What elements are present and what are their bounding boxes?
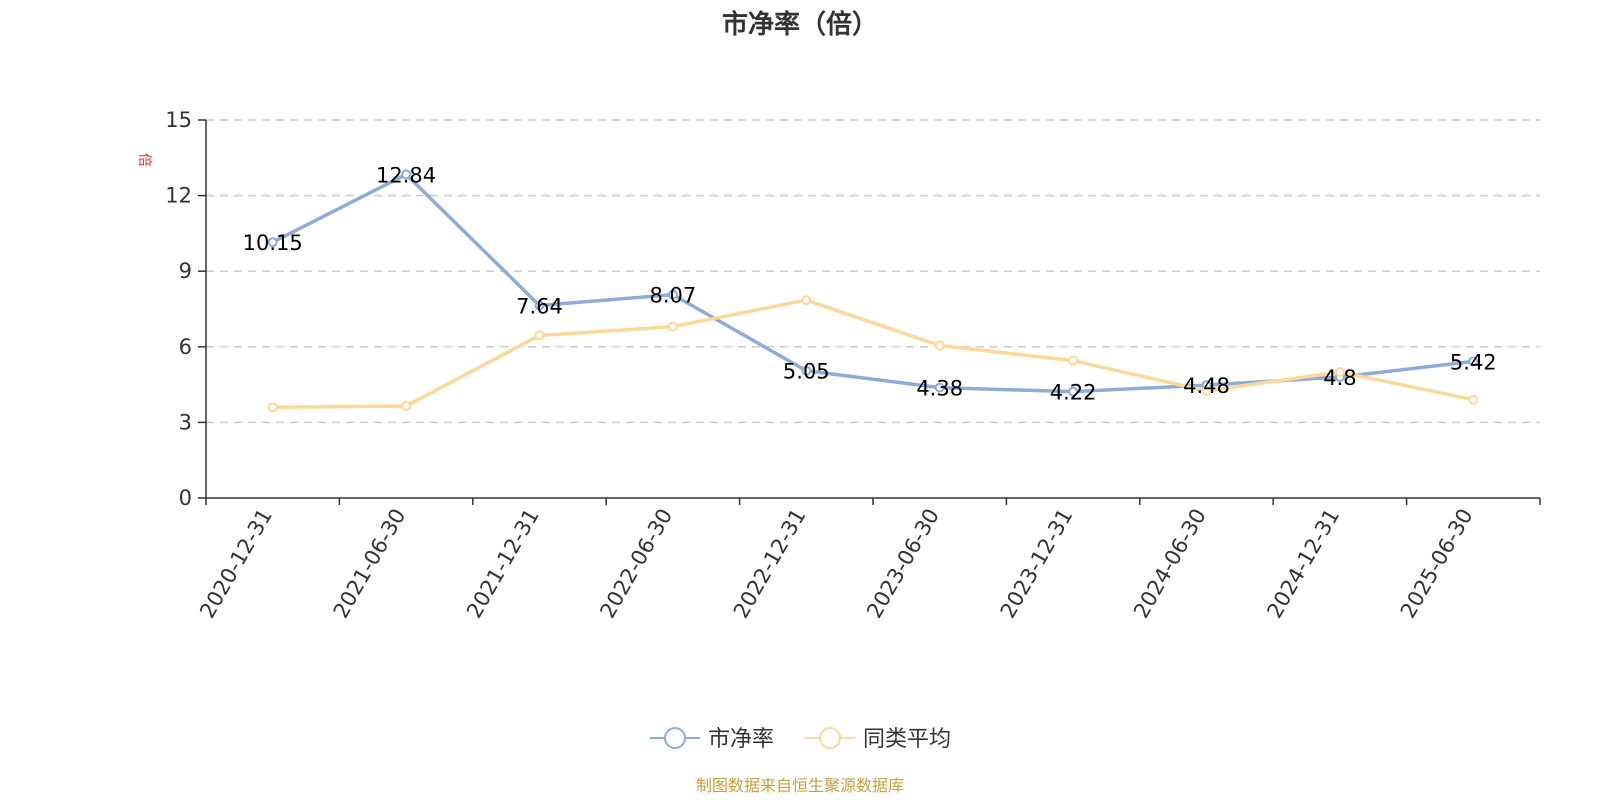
- data-point[interactable]: [401, 169, 412, 180]
- data-label: 5.05: [783, 360, 830, 384]
- y-tick-label: 15: [165, 108, 192, 132]
- data-point[interactable]: [1468, 356, 1479, 367]
- x-tick-label: 2025-06-30: [1396, 505, 1478, 623]
- data-point[interactable]: [801, 295, 812, 306]
- data-label: 8.07: [650, 284, 697, 308]
- x-tick-label: 2021-12-31: [462, 505, 544, 623]
- legend[interactable]: 市净率 同类平均: [650, 727, 951, 752]
- data-point[interactable]: [534, 300, 545, 311]
- x-tick-label: 2022-12-31: [729, 505, 811, 623]
- data-point[interactable]: [1068, 355, 1079, 366]
- data-point[interactable]: [401, 401, 412, 412]
- data-point[interactable]: [934, 382, 945, 393]
- data-point[interactable]: [1201, 385, 1212, 396]
- grid-lines: [206, 119, 1540, 424]
- x-tick-label: 2021-06-30: [329, 504, 411, 622]
- legend-item-1[interactable]: 同类平均: [805, 727, 951, 752]
- y-tick-label: 9: [179, 259, 192, 283]
- legend-label: 市净率: [708, 727, 774, 752]
- y-tick-label: 6: [179, 335, 192, 359]
- data-label: 7.64: [516, 294, 563, 318]
- data-point[interactable]: [267, 402, 278, 413]
- data-point[interactable]: [1468, 394, 1479, 405]
- data-label: 5.42: [1450, 350, 1497, 374]
- x-tick-label: 2024-12-31: [1262, 505, 1344, 623]
- data-point[interactable]: [267, 237, 278, 248]
- x-tick-label: 2022-06-30: [595, 505, 677, 623]
- y-axis-unit-label: 倍: [136, 153, 152, 167]
- x-tick-label: 2023-06-30: [862, 504, 944, 622]
- y-tick-label: 0: [179, 486, 192, 510]
- series-line-1: [272, 298, 1474, 410]
- data-point[interactable]: [534, 330, 545, 341]
- data-point[interactable]: [1334, 367, 1345, 377]
- series-lines: [267, 169, 1479, 413]
- data-point[interactable]: [667, 321, 678, 332]
- data-point[interactable]: [934, 340, 945, 351]
- data-label: 4.8: [1323, 366, 1356, 390]
- data-label: 4.22: [1050, 381, 1097, 405]
- x-tick-label: 2020-12-31: [195, 505, 277, 623]
- legend-item-0[interactable]: 市净率: [650, 727, 774, 752]
- source-note: 制图数据来自恒生聚源数据库: [696, 776, 904, 795]
- y-tick-label: 12: [165, 184, 192, 208]
- x-tick-label: 2023-12-31: [996, 505, 1078, 623]
- data-point[interactable]: [801, 365, 812, 376]
- series-line-0: [271, 172, 1474, 394]
- legend-label: 同类平均: [863, 727, 951, 752]
- legend-marker-icon: [819, 727, 841, 749]
- legend-marker-icon: [664, 727, 686, 749]
- data-point[interactable]: [1068, 386, 1079, 397]
- data-labels: 10.15 12.84 7.64 8.07 5.05 4.38 4.22 4.48 4.8 5.4…: [243, 163, 1497, 404]
- data-label: 12.84: [376, 163, 436, 187]
- data-label: 4.38: [916, 377, 963, 401]
- y-tick-label: 3: [179, 410, 192, 434]
- data-label: 4.48: [1183, 374, 1230, 398]
- chart-title: 市净率（倍）: [722, 9, 878, 40]
- data-point[interactable]: [667, 289, 678, 300]
- data-label: 10.15: [243, 231, 303, 255]
- x-tick-label: 2024-06-30: [1129, 505, 1211, 623]
